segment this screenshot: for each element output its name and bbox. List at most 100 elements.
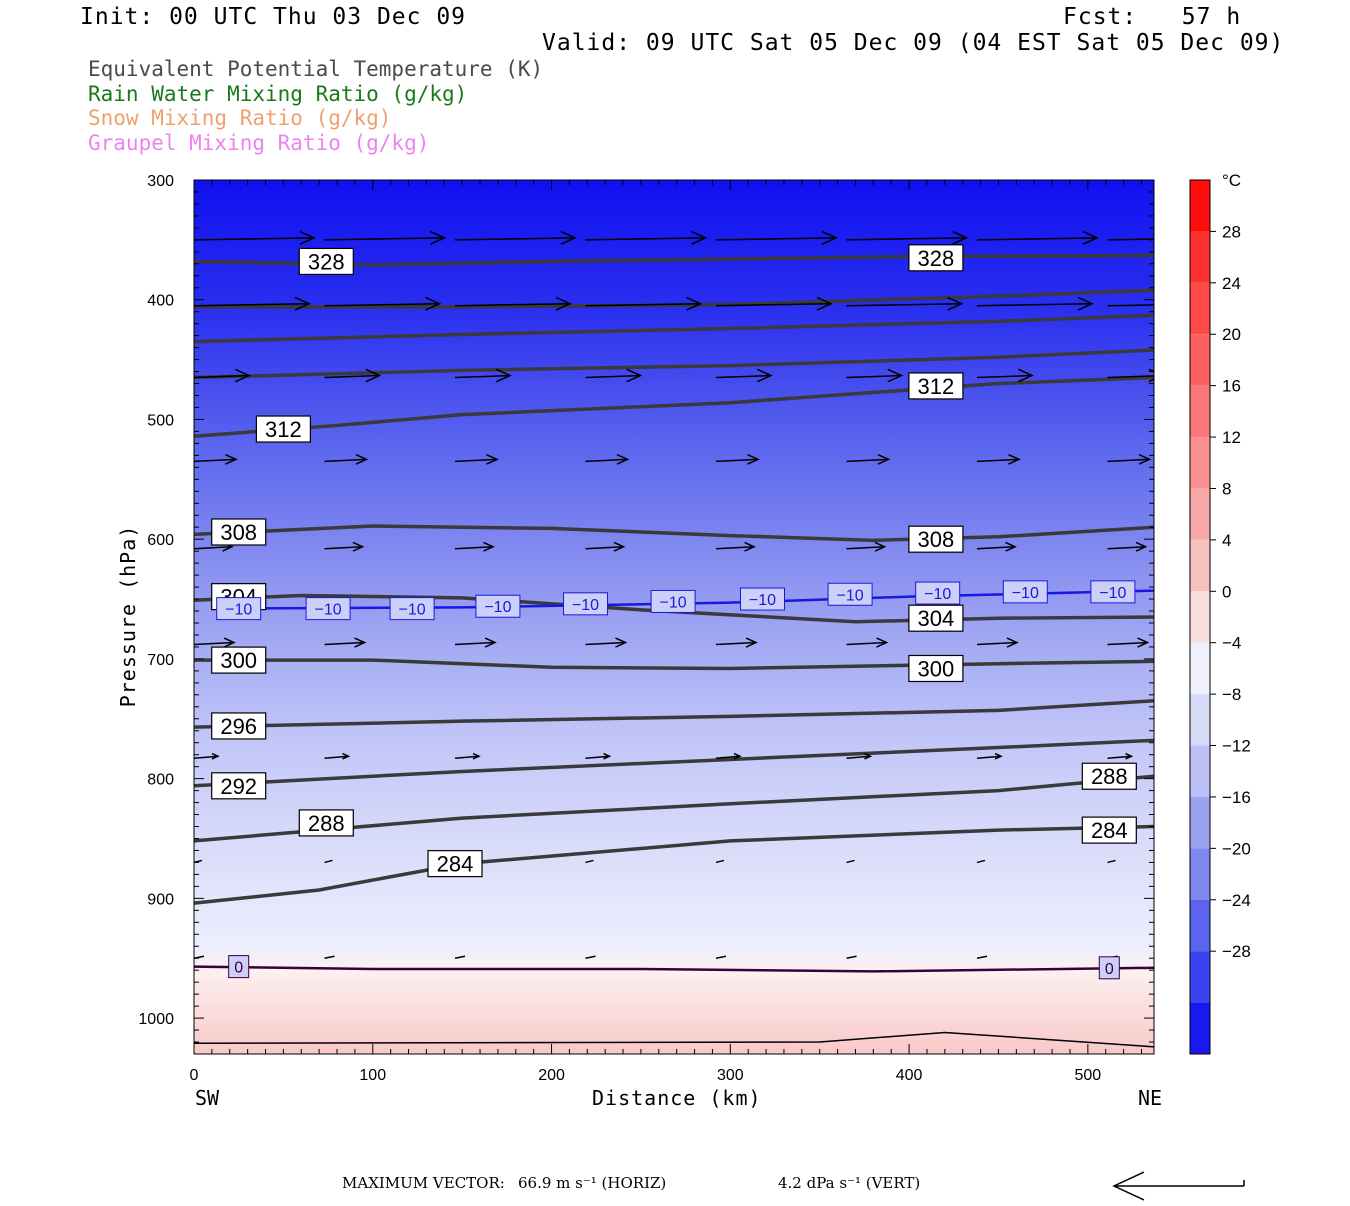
svg-text:308: 308 [220,520,257,545]
wind-arrow [715,296,833,311]
x-axis-label: Distance (km) [592,1086,762,1110]
colorbar-label: −24 [1222,891,1251,910]
legend-snow: Snow Mixing Ratio (g/kg) [88,106,392,130]
colorbar-label: −16 [1222,788,1251,807]
colorbar-bin [1190,642,1210,695]
isotherm-label: −10 [216,597,262,621]
colorbar-bin [1190,282,1210,335]
theta-e-label: 308 [211,518,267,546]
wind-arrow [324,752,351,760]
wind-arrow [324,955,335,959]
y-tick-label: 500 [147,412,174,429]
wind-arrow [976,541,1017,552]
svg-text:−10: −10 [484,599,511,616]
svg-text:−10: −10 [1099,585,1126,602]
wind-arrow [194,368,251,383]
isotherm-0 [194,965,1154,973]
colorbar-bin [1190,848,1210,900]
theta-e-contour-300 [194,658,1154,671]
wind-arrow [454,368,512,383]
y-tick-label: 700 [147,652,174,669]
isotherm-label: −10 [827,582,873,606]
wind-arrow [846,230,969,245]
wind-arrow [585,230,708,245]
theta-e-label: 288 [1081,762,1137,790]
wind-arrow [324,296,442,311]
isotherm-label: −10 [389,597,435,621]
theta-e-label: 308 [908,525,964,553]
isotherm-label: −10 [915,581,961,605]
wind-arrow [976,453,1021,465]
wind-arrow [846,368,904,383]
colorbar-bin [1190,385,1210,438]
wind-arrow [846,859,855,864]
colorbar-label: 16 [1222,377,1241,396]
svg-text:−10: −10 [225,602,252,619]
plot-frame [193,179,1155,1055]
theta-e-contour [194,288,1154,309]
wind-arrow [977,296,1094,311]
wind-arrow [454,752,481,760]
valid-time: Valid: 09 UTC Sat 05 Dec 09 (04 EST Sat … [542,30,1285,56]
colorbar-label: 24 [1222,274,1241,293]
max-vector-horiz: 66.9 m s⁻¹ (HORIZ) [518,1174,667,1192]
theta-e-label: 288 [298,809,354,837]
svg-text:308: 308 [918,527,955,552]
wind-arrow [194,752,220,760]
colorbar-label: 20 [1222,325,1241,344]
colorbar-bin [1190,231,1210,283]
theta-e-label: 328 [298,247,354,276]
colorbar-bin [1190,796,1210,849]
wind-arrow [454,541,495,552]
svg-text:300: 300 [918,656,955,681]
colorbar-label: 8 [1222,479,1231,498]
theta-e-contour-308 [194,524,1154,543]
svg-text:328: 328 [308,249,345,274]
theta-e-label: 312 [908,372,964,400]
svg-text:−10: −10 [1012,585,1039,602]
colorbar-bin [1190,694,1210,746]
colorbar-bin [1190,334,1210,386]
isotherm--10 [211,589,1154,610]
colorbar-label: 0 [1222,582,1231,601]
wind-arrow [976,955,988,959]
svg-text:304: 304 [918,606,955,631]
x-tick-label: 400 [896,1067,923,1084]
colorbar-bin [1190,180,1210,232]
wind-arrow [324,637,367,648]
wind-arrow [194,453,238,465]
svg-text:284: 284 [437,852,474,877]
wind-arrow [846,955,857,959]
colorbar-unit: °C [1222,171,1241,190]
theta-e-contour-296 [194,699,1154,729]
wind-arrow [324,541,365,552]
legend-graupel: Graupel Mixing Ratio (g/kg) [88,131,430,155]
wind-arrow [977,230,1099,245]
svg-text:0: 0 [234,960,243,977]
x-tick-label: 0 [190,1067,199,1084]
wind-arrow [324,368,382,383]
wind-arrow [585,752,612,760]
wind-arrow [585,296,703,311]
wind-arrow [715,368,773,383]
colorbar-bin [1190,899,1210,952]
isotherm-label: −10 [650,589,696,613]
wind-arrow [715,859,725,864]
svg-text:300: 300 [220,648,257,673]
wind-arrow [585,541,626,552]
wind-arrow [1107,304,1154,307]
wind-arrow [715,637,758,648]
wind-arrow [585,859,594,864]
colorbar-bin [1190,951,1210,1003]
theta-e-label: 304 [908,604,964,632]
wind-arrow [715,955,727,959]
isotherm-label: −10 [1002,580,1048,604]
max-vector-label: MAXIMUM VECTOR: [342,1174,505,1192]
x-tick-label: 100 [359,1067,386,1084]
y-tick-label: 600 [147,532,174,549]
svg-text:328: 328 [918,246,955,271]
wind-arrow [585,453,630,465]
svg-text:−10: −10 [315,602,342,619]
max-vector-vert: 4.2 dPa s⁻¹ (VERT) [778,1174,921,1192]
